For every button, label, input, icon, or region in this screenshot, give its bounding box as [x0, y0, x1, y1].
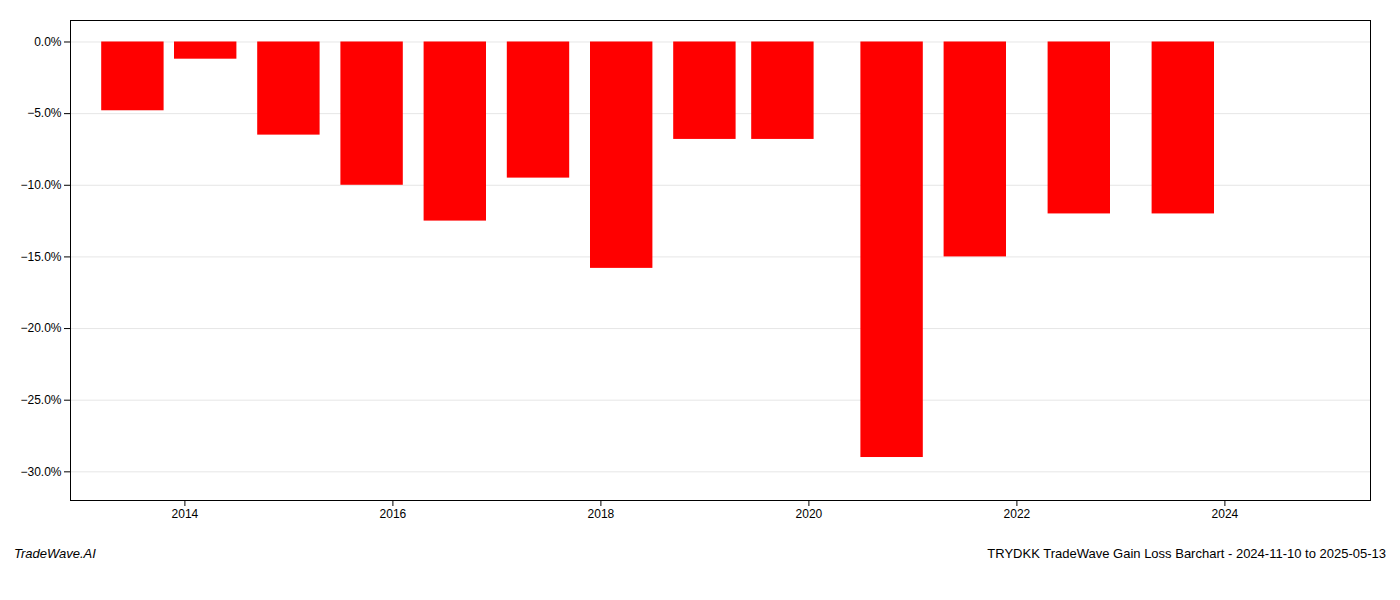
svg-text:−20.0%: −20.0% [20, 321, 61, 335]
svg-text:−10.0%: −10.0% [20, 178, 61, 192]
svg-text:2024: 2024 [1212, 507, 1239, 521]
svg-text:2018: 2018 [588, 507, 615, 521]
html-text:TRYDKK TradeWave Gain Loss Bar: TRYDKK TradeWave Gain Loss Barchart - 20… [987, 546, 1386, 561]
svg-text:2020: 2020 [796, 507, 823, 521]
svg-text:2014: 2014 [172, 507, 199, 521]
svg-text:2022: 2022 [1004, 507, 1031, 521]
svg-text:2016: 2016 [380, 507, 407, 521]
svg-text:−15.0%: −15.0% [20, 250, 61, 264]
svg-text:−30.0%: −30.0% [20, 465, 61, 479]
svg-text:−25.0%: −25.0% [20, 393, 61, 407]
svg-text:0.0%: 0.0% [34, 35, 62, 49]
html-text:TradeWave.AI: TradeWave.AI [14, 546, 96, 561]
svg-text:−5.0%: −5.0% [27, 106, 62, 120]
